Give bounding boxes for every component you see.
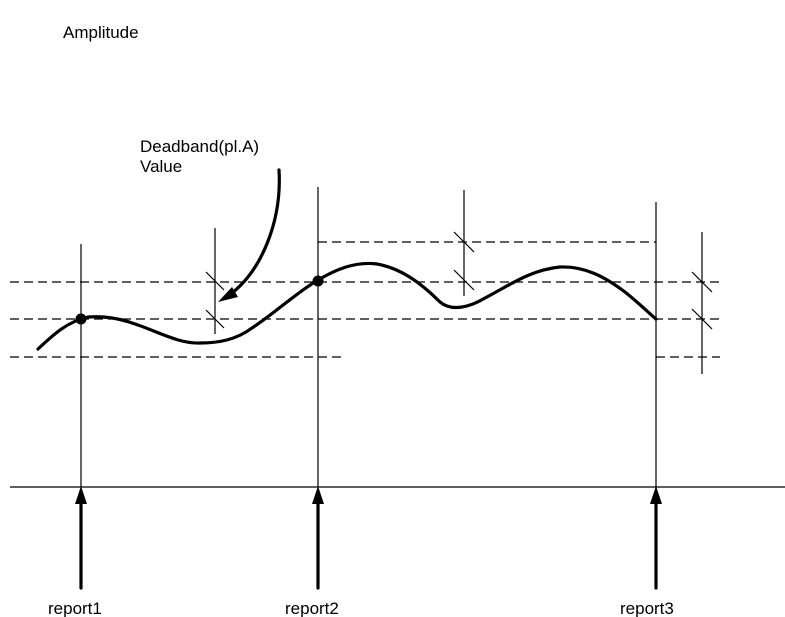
deadband-label: Deadband(pl.A) bbox=[140, 137, 259, 156]
signal-curve bbox=[36, 261, 658, 351]
report1-arrow bbox=[75, 486, 87, 590]
report1-label: report1 bbox=[48, 599, 102, 617]
report2-sample-point bbox=[312, 275, 324, 287]
deadband-marker-3 bbox=[691, 232, 713, 374]
deadband-value-label: Value bbox=[140, 157, 182, 176]
deadband-marker-1 bbox=[205, 228, 225, 334]
report1-sample-point bbox=[75, 313, 87, 325]
deadband-marker-2 bbox=[453, 190, 475, 296]
report3-label: report3 bbox=[620, 599, 674, 617]
report2-label: report2 bbox=[285, 599, 339, 617]
report2-arrow bbox=[312, 486, 324, 590]
deadband-pointer-arrow bbox=[218, 168, 281, 302]
amplitude-label: Amplitude bbox=[63, 23, 139, 42]
report3-arrow bbox=[650, 486, 662, 590]
